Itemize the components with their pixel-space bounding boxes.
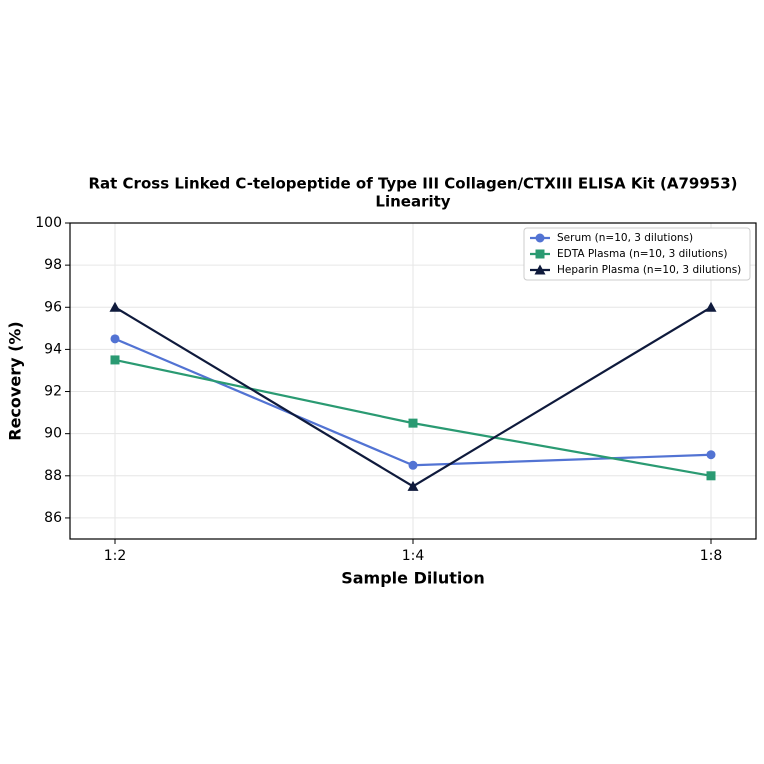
marker [110,355,120,365]
marker [705,301,717,312]
y-tick-label: 86 [44,510,62,526]
y-tick-label: 96 [44,299,62,315]
x-tick-label: 1:2 [104,548,127,564]
marker [534,264,546,275]
y-tick-label: 98 [44,257,62,273]
x-axis-label: Sample Dilution [341,569,485,588]
marker [706,471,716,481]
marker [109,301,121,312]
legend-label: EDTA Plasma (n=10, 3 dilutions) [557,248,727,260]
y-axis-label: Recovery (%) [6,321,25,440]
chart-title: Rat Cross Linked C-telopeptide of Type I… [88,175,737,193]
marker [535,233,545,243]
x-tick-label: 1:4 [402,548,425,564]
y-tick-label: 88 [44,468,62,484]
marker [407,480,419,491]
y-tick-label: 92 [44,384,62,400]
y-tick-label: 100 [35,215,62,231]
plot-frame [69,222,757,540]
marker [535,249,545,259]
y-tick-label: 94 [44,341,62,357]
marker [408,418,418,428]
legend-label: Serum (n=10, 3 dilutions) [557,232,693,244]
chart-subtitle: Linearity [375,193,450,211]
legend-label: Heparin Plasma (n=10, 3 dilutions) [557,264,741,276]
marker [706,450,716,460]
x-tick-label: 1:8 [700,548,723,564]
marker [408,460,418,470]
y-tick-label: 90 [44,426,62,442]
legend-box [523,227,751,281]
marker [110,334,120,344]
